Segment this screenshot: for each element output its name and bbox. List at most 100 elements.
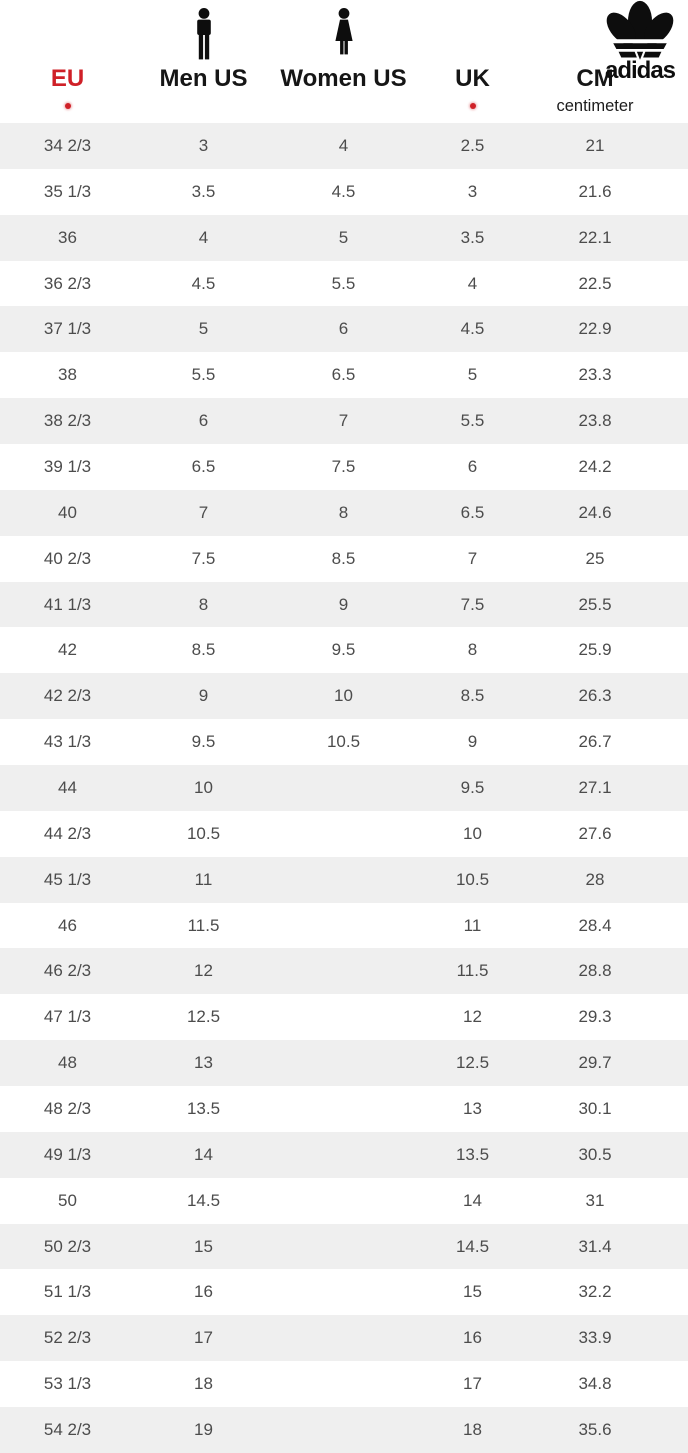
cell-uk: 13	[463, 1098, 482, 1118]
table-row: 50 2/3 15 14.5 31.4	[0, 1223, 688, 1270]
cell-uk: 13.5	[455, 1144, 490, 1164]
table-row: 45 1/3 11 10.5 28	[0, 856, 688, 903]
cell-uk: 9	[467, 732, 478, 752]
cell-cm: 24.6	[578, 502, 612, 522]
cell-eu: 52 2/3	[43, 1328, 92, 1348]
cell-cm: 24.2	[578, 456, 612, 476]
cell-women-us: 10.5	[326, 732, 361, 752]
cell-men-us: 3	[198, 135, 209, 155]
cell-eu: 38 2/3	[43, 411, 92, 431]
cell-uk: 7	[467, 548, 478, 568]
cell-cm: 31.4	[578, 1236, 612, 1256]
cell-eu: 45 1/3	[43, 869, 92, 889]
cell-men-us: 5.5	[191, 365, 216, 385]
table-row: 51 1/3 16 15 32.2	[0, 1269, 688, 1316]
cell-uk: 17	[463, 1374, 482, 1394]
table-row: 46 2/3 12 11.5 28.8	[0, 948, 688, 995]
cell-men-us: 7.5	[191, 548, 216, 568]
adidas-trefoil-logo	[597, 0, 683, 60]
cell-women-us: 6.5	[331, 365, 356, 385]
cell-men-us: 4	[198, 227, 209, 247]
cell-uk: 12	[463, 1007, 482, 1027]
cell-men-us: 6.5	[191, 456, 216, 476]
table-row: 37 1/3 5 6 4.5 22.9	[0, 306, 688, 353]
cell-cm: 21	[585, 135, 605, 155]
table-row: 53 1/3 18 17 34.8	[0, 1361, 688, 1408]
cell-cm: 35.6	[578, 1419, 612, 1439]
cell-men-us: 18	[194, 1374, 213, 1394]
required-marker-dot	[64, 103, 71, 109]
cell-cm: 28	[585, 869, 605, 889]
cell-women-us: 4.5	[331, 181, 356, 201]
cell-men-us: 11.5	[187, 915, 220, 935]
cell-uk: 9.5	[460, 777, 485, 797]
table-row: 38 5.5 6.5 5 23.3	[0, 352, 688, 399]
cell-eu: 34 2/3	[43, 135, 92, 155]
cell-eu: 50	[58, 1190, 77, 1210]
cell-cm: 25.5	[578, 594, 612, 614]
cell-cm: 23.8	[578, 411, 612, 431]
header-cell-eu: EU	[0, 0, 135, 123]
table-row: 52 2/3 17 16 33.9	[0, 1315, 688, 1362]
cell-cm: 28.8	[578, 961, 612, 981]
cell-women-us: 10	[334, 686, 353, 706]
cell-uk: 16	[463, 1328, 482, 1348]
cell-uk: 2.5	[460, 135, 485, 155]
table-row: 48 2/3 13.5 13 30.1	[0, 1086, 688, 1132]
cell-eu: 43 1/3	[43, 732, 92, 752]
cell-men-us: 12.5	[186, 1007, 221, 1027]
table-row: 54 2/3 19 18 35.6	[0, 1407, 688, 1453]
table-row: 46 11.5 11 28.4	[0, 902, 688, 949]
cell-uk: 14	[463, 1190, 482, 1210]
cell-men-us: 9	[198, 686, 209, 706]
cell-uk: 4	[467, 273, 478, 293]
cell-women-us: 5.5	[331, 273, 356, 293]
cell-cm: 28.4	[578, 915, 612, 935]
cell-men-us: 7	[198, 502, 209, 522]
table-row: 40 2/3 7.5 8.5 7 25	[0, 535, 688, 582]
cell-uk: 15	[463, 1282, 482, 1302]
cell-eu: 53 1/3	[43, 1374, 92, 1394]
header-cell-men-us: Men US	[135, 0, 272, 123]
cell-uk: 4.5	[460, 319, 485, 339]
cell-cm: 34.8	[578, 1374, 612, 1394]
cell-cm: 32.2	[578, 1282, 612, 1302]
cell-women-us: 9.5	[331, 640, 356, 660]
cell-cm: 27.6	[578, 823, 612, 843]
cell-cm: 26.7	[578, 732, 612, 752]
column-label-uk: UK	[455, 65, 490, 92]
adidas-logo: adidas	[584, 0, 688, 84]
cell-cm: 30.5	[578, 1144, 612, 1164]
table-row: 38 2/3 6 7 5.5 23.8	[0, 398, 688, 445]
cell-eu: 38	[58, 365, 77, 385]
cell-eu: 48 2/3	[43, 1098, 92, 1118]
cell-eu: 49 1/3	[43, 1144, 92, 1164]
cell-eu: 54 2/3	[43, 1419, 92, 1439]
cell-women-us: 8.5	[331, 548, 356, 568]
size-table-body: 34 2/3 3 4 2.5 21 35 1/3 3.5 4.5 3 21.6 …	[0, 123, 688, 1453]
column-label-women-us: Women US	[280, 65, 407, 92]
cell-cm: 22.1	[578, 227, 612, 247]
cell-women-us: 8	[338, 502, 349, 522]
table-row: 40 7 8 6.5 24.6	[0, 489, 688, 536]
cell-men-us: 19	[194, 1419, 213, 1439]
cell-cm: 29.7	[578, 1053, 612, 1073]
cell-women-us: 5	[338, 227, 349, 247]
cell-men-us: 4.5	[191, 273, 216, 293]
cell-uk: 10	[463, 823, 482, 843]
cell-men-us: 17	[194, 1328, 213, 1348]
header-cell-women-us: Women US	[272, 0, 415, 123]
cell-uk: 8.5	[460, 686, 485, 706]
cell-uk: 3.5	[460, 227, 485, 247]
cell-uk: 3	[467, 181, 478, 201]
header-cell-cm: CM centimeter	[530, 0, 660, 123]
cell-eu: 44 2/3	[43, 823, 92, 843]
cell-men-us: 8.5	[191, 640, 216, 660]
cell-men-us: 10.5	[186, 823, 221, 843]
table-row: 47 1/3 12.5 12 29.3	[0, 994, 688, 1041]
adidas-wordmark: adidas	[604, 57, 676, 84]
cell-eu: 44	[58, 777, 77, 797]
man-icon	[196, 8, 211, 60]
cell-uk: 18	[463, 1419, 482, 1439]
